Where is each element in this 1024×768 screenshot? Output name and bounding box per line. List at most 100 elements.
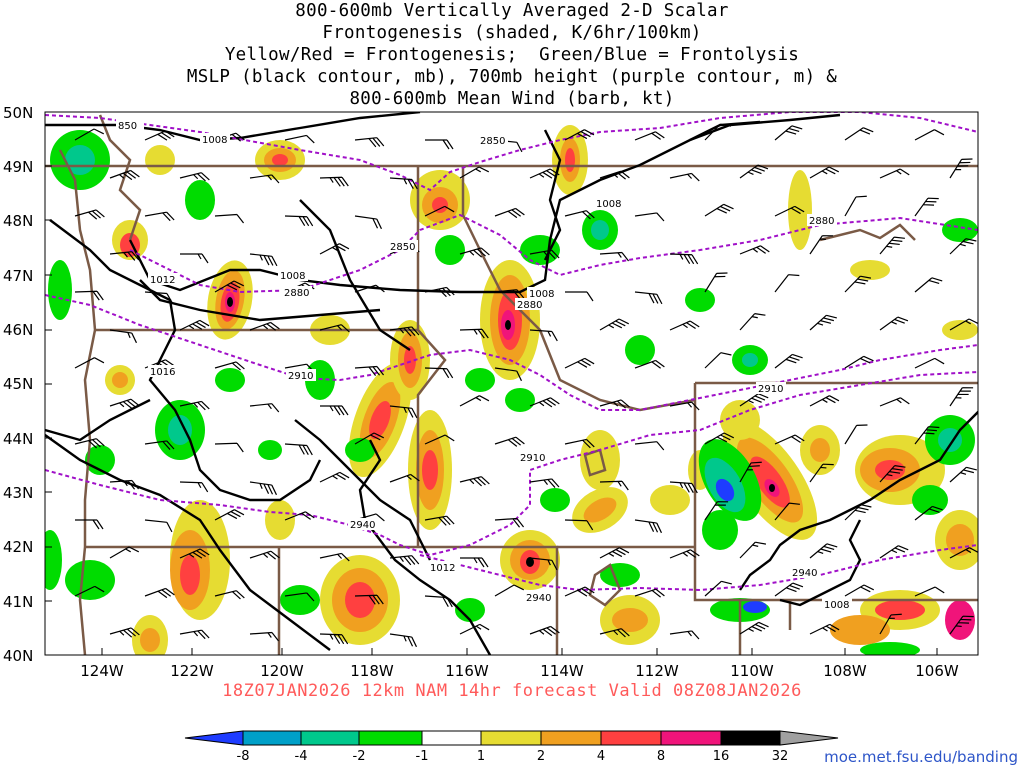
- frontolysis-area: [743, 601, 767, 613]
- lat-label-42n: 42N: [3, 538, 33, 556]
- wind-barb: [459, 328, 489, 339]
- wind-barb: [459, 247, 490, 258]
- frontogenesis-area: [404, 346, 416, 374]
- wind-barb: [424, 595, 453, 608]
- wind-barb: [74, 128, 105, 141]
- wind-barb: [914, 586, 945, 597]
- wind-barb: [109, 546, 140, 559]
- wind-barb: [179, 172, 210, 182]
- wind-barb: [249, 550, 280, 560]
- colorbar-seg: [358, 730, 423, 746]
- colorbar-tick-label: 8: [657, 749, 665, 764]
- wind-barb: [179, 319, 210, 331]
- wind-barb: [844, 355, 874, 369]
- lat-label-41n: 41N: [3, 593, 33, 611]
- height-label: 2910: [758, 384, 783, 395]
- wind-barb: [494, 517, 525, 528]
- frontolysis-area: [258, 440, 282, 460]
- frontolysis-area: [942, 218, 978, 242]
- frontogenesis-area: [850, 260, 890, 280]
- frontogenesis-area: [830, 615, 890, 645]
- wind-barb: [774, 434, 805, 445]
- wind-barb: [739, 393, 769, 407]
- wind-barb: [634, 441, 665, 451]
- wind-barb: [879, 316, 909, 331]
- frontolysis-area: [625, 335, 655, 365]
- wind-barb: [249, 403, 280, 413]
- wind-barb: [249, 174, 280, 184]
- wind-barb: [179, 481, 209, 493]
- title-line-2: Frontogenesis (shaded, K/6hr/100km): [322, 23, 702, 43]
- wind-barb: [424, 286, 455, 298]
- frontolysis-area: [345, 438, 375, 462]
- mslp-label: 1008: [824, 600, 849, 611]
- wind-barb: [669, 481, 698, 494]
- colorbar-tick-label: -2: [353, 749, 366, 764]
- wind-barb: [389, 326, 420, 337]
- frontogenesis-area: [612, 608, 648, 632]
- wind-barb: [214, 213, 245, 224]
- height-label: 2880: [809, 216, 834, 227]
- wind-barb: [599, 318, 630, 331]
- wind-barb: [809, 623, 840, 635]
- wind-barb: [809, 314, 837, 331]
- wind-barb: [354, 365, 385, 376]
- contour-label-group: 850 1008 1012 1008 1008 1016 1012 1008 1…: [116, 119, 852, 611]
- wind-barb: [284, 215, 314, 227]
- frontolysis-area: [65, 145, 95, 175]
- wind-barb: [879, 613, 902, 635]
- wind-barb: [354, 284, 385, 293]
- wind-barb: [354, 432, 385, 445]
- wind-barb: [564, 519, 594, 531]
- wind-barb: [144, 359, 175, 370]
- fort-peck-lake: [819, 223, 916, 242]
- colorbar-seg: [600, 730, 662, 746]
- wind-barb: [74, 209, 105, 220]
- wind-barb: [739, 541, 767, 559]
- yellowstone-lake: [583, 448, 607, 477]
- wind-barb: [249, 321, 280, 331]
- mslp-label: 1008: [280, 271, 305, 282]
- wind-barb: [424, 434, 455, 445]
- wind-barb: [809, 395, 840, 407]
- frontogenesis-area: [942, 320, 978, 340]
- wind-barb: [179, 629, 210, 640]
- wind-barb: [809, 235, 834, 255]
- wind-barb: [75, 519, 104, 530]
- wind-barb: [529, 249, 560, 260]
- wind-barb: [144, 587, 175, 599]
- wind-barb: [284, 592, 315, 602]
- mslp-label: 850: [118, 121, 137, 132]
- wind-barb: [319, 176, 349, 187]
- wyoming-border: [557, 381, 978, 602]
- height-label: 2850: [390, 242, 415, 253]
- colorbar-tick-label: 1: [477, 749, 485, 764]
- wind-barb: [669, 172, 700, 182]
- frontogenesis-area: [432, 197, 448, 213]
- frontogenesis-area: [526, 557, 534, 567]
- wind-barb: [704, 272, 728, 293]
- wind-barb: [529, 625, 560, 637]
- colorbar-seg: [421, 730, 482, 746]
- forecast-valid-line: 18Z07JAN2026 12km NAM 14hr forecast Vali…: [222, 681, 802, 701]
- wind-barb: [389, 177, 418, 190]
- wind-barb: [144, 130, 175, 141]
- wind-barb: [320, 405, 349, 416]
- wind-barb: [144, 440, 175, 450]
- frontolysis-area: [685, 288, 715, 312]
- frontolysis-area: [715, 478, 735, 502]
- colorado-border: [738, 600, 792, 655]
- colorbar-tick-label: 4: [597, 749, 605, 764]
- wind-barb: [599, 251, 630, 262]
- colorbar-tick-label: -4: [295, 749, 308, 764]
- wind-barb: [109, 329, 138, 344]
- frontogenesis-area: [227, 297, 233, 307]
- frontolysis-area: [168, 415, 192, 445]
- frontolysis-area: [742, 353, 758, 367]
- wind-barb: [424, 205, 455, 217]
- wind-barb: [460, 557, 489, 568]
- wind-barb: [74, 585, 105, 597]
- wind-barb: [74, 357, 105, 369]
- wind-barb: [844, 275, 872, 293]
